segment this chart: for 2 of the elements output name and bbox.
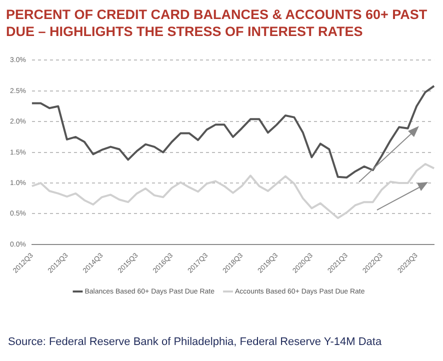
source-note: Source: Federal Reserve Bank of Philadelphia, Federal Reserve Y-14M Data	[8, 336, 382, 348]
chart-title: PERCENT OF CREDIT CARD BALANCES & ACCOUNTS 60+ PAST DUE – HIGHLIGHTS THE STRESS OF INTEREST RATES	[6, 6, 428, 40]
